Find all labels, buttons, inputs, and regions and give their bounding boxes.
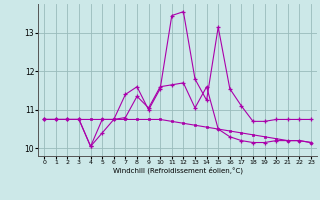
X-axis label: Windchill (Refroidissement éolien,°C): Windchill (Refroidissement éolien,°C) [113,167,243,174]
